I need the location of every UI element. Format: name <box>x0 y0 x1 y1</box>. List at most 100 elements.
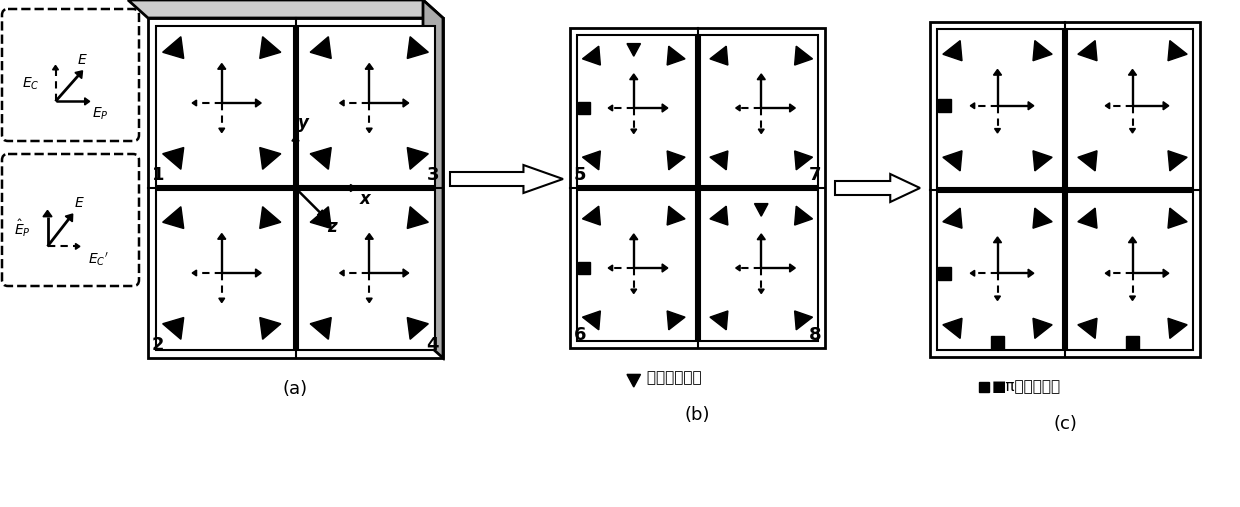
Polygon shape <box>994 129 1001 133</box>
Bar <box>577 190 696 341</box>
Polygon shape <box>1168 318 1187 338</box>
Polygon shape <box>407 37 428 58</box>
Polygon shape <box>795 151 812 170</box>
Polygon shape <box>407 317 428 339</box>
Polygon shape <box>795 46 812 65</box>
Text: 同相馈电端口: 同相馈电端口 <box>642 371 702 385</box>
Polygon shape <box>310 148 331 169</box>
Polygon shape <box>52 65 58 70</box>
Polygon shape <box>667 46 684 65</box>
Polygon shape <box>351 185 356 192</box>
Polygon shape <box>1078 208 1097 228</box>
Bar <box>1066 29 1193 188</box>
Polygon shape <box>1033 41 1052 61</box>
Bar <box>570 28 825 348</box>
Polygon shape <box>667 311 684 330</box>
Polygon shape <box>310 317 331 339</box>
Polygon shape <box>970 103 975 108</box>
Bar <box>298 26 435 186</box>
Polygon shape <box>66 214 73 222</box>
Bar <box>991 336 1004 349</box>
Polygon shape <box>1128 237 1137 243</box>
Polygon shape <box>583 206 600 225</box>
Polygon shape <box>162 317 184 339</box>
Bar <box>578 102 590 114</box>
Text: ■π相馈电端口: ■π相馈电端口 <box>992 380 1061 394</box>
Polygon shape <box>366 234 373 239</box>
Polygon shape <box>627 374 641 387</box>
Polygon shape <box>403 99 409 107</box>
Polygon shape <box>759 289 764 294</box>
Polygon shape <box>407 207 428 229</box>
Text: $E$: $E$ <box>77 53 88 67</box>
Text: $E_C{}'$: $E_C{}'$ <box>88 250 109 268</box>
Polygon shape <box>148 18 443 358</box>
Text: $E_P$: $E_P$ <box>92 105 108 122</box>
Polygon shape <box>310 37 331 58</box>
Bar <box>156 26 294 186</box>
Polygon shape <box>759 129 764 133</box>
Polygon shape <box>218 63 226 69</box>
Polygon shape <box>1168 41 1187 61</box>
Polygon shape <box>1130 129 1136 133</box>
Polygon shape <box>1078 41 1097 61</box>
Bar <box>298 190 435 350</box>
Polygon shape <box>583 311 600 330</box>
Polygon shape <box>942 41 962 61</box>
Polygon shape <box>662 104 668 112</box>
Text: 2: 2 <box>153 336 165 354</box>
Text: (a): (a) <box>283 380 308 398</box>
Polygon shape <box>790 264 795 272</box>
FancyBboxPatch shape <box>2 154 139 286</box>
Polygon shape <box>994 296 1001 301</box>
Text: 8: 8 <box>808 326 821 344</box>
Polygon shape <box>758 74 765 80</box>
Polygon shape <box>630 74 637 80</box>
Polygon shape <box>970 270 975 276</box>
Bar <box>1126 336 1140 349</box>
Text: 3: 3 <box>427 166 439 184</box>
Polygon shape <box>835 174 920 202</box>
Polygon shape <box>735 265 740 271</box>
Polygon shape <box>1078 318 1097 338</box>
Polygon shape <box>340 100 343 106</box>
Polygon shape <box>583 46 600 65</box>
Polygon shape <box>259 148 280 169</box>
Polygon shape <box>1168 151 1187 171</box>
Polygon shape <box>218 128 224 133</box>
Polygon shape <box>255 99 262 107</box>
Polygon shape <box>162 37 184 58</box>
Polygon shape <box>366 63 373 69</box>
Polygon shape <box>1105 270 1110 276</box>
Polygon shape <box>942 151 962 171</box>
Polygon shape <box>758 234 765 240</box>
Polygon shape <box>259 37 280 58</box>
Polygon shape <box>43 210 52 216</box>
Polygon shape <box>667 206 684 225</box>
Polygon shape <box>218 298 224 303</box>
Bar <box>939 267 951 280</box>
Text: z: z <box>327 218 337 236</box>
Polygon shape <box>735 105 740 111</box>
Text: $E$: $E$ <box>73 196 84 210</box>
Polygon shape <box>942 318 962 338</box>
Polygon shape <box>255 269 262 277</box>
Text: y: y <box>299 114 309 132</box>
FancyBboxPatch shape <box>2 9 139 141</box>
Polygon shape <box>366 128 372 133</box>
Bar <box>699 190 818 341</box>
Polygon shape <box>627 44 641 56</box>
Polygon shape <box>608 265 613 271</box>
Text: $\hat{E}_P$: $\hat{E}_P$ <box>14 218 31 239</box>
Polygon shape <box>795 311 812 330</box>
Polygon shape <box>1128 69 1137 75</box>
Polygon shape <box>407 148 428 169</box>
Text: x: x <box>360 190 371 208</box>
Polygon shape <box>662 264 668 272</box>
Polygon shape <box>259 207 280 229</box>
Text: $E_C$: $E_C$ <box>22 75 40 92</box>
Polygon shape <box>711 46 728 65</box>
Polygon shape <box>1033 151 1052 171</box>
Polygon shape <box>711 151 728 170</box>
Polygon shape <box>310 207 331 229</box>
